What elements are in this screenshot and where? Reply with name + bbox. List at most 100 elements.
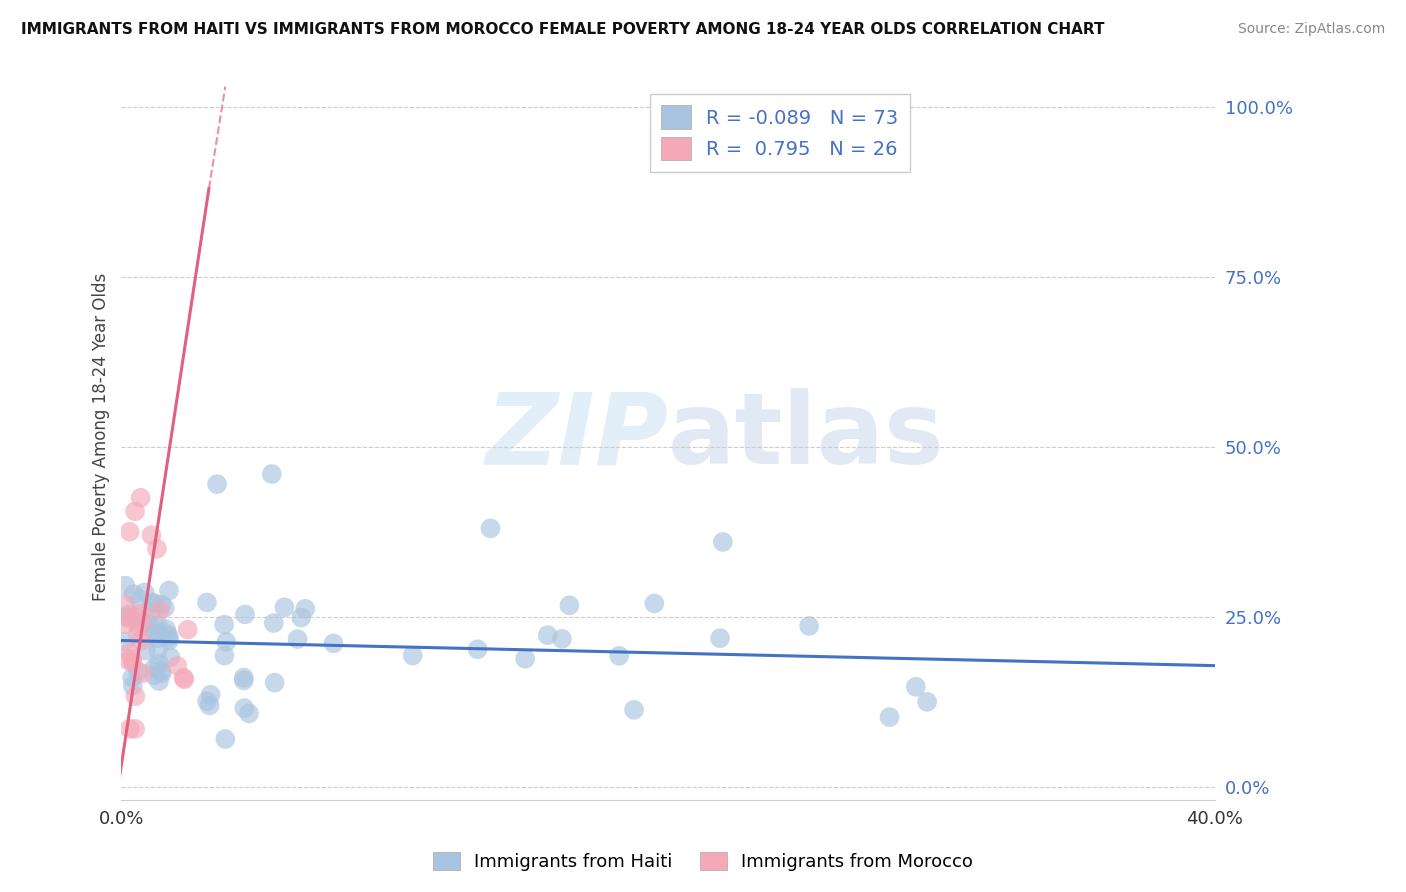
Point [146,632,169,646]
Point [558,599,581,613]
Point [233,701,256,715]
Point [141,595,163,609]
Point [128,592,150,607]
Point [131,666,153,681]
Point [141,528,163,542]
Point [157,630,180,644]
Point [127,665,149,679]
Point [124,689,146,703]
Point [114,609,136,624]
Point [114,634,136,648]
Point [260,467,283,481]
Point [232,671,254,685]
Point [195,595,218,609]
Point [263,675,285,690]
Point [643,597,665,611]
Point [273,600,295,615]
Point [263,615,285,630]
Point [515,652,537,666]
Point [135,643,157,657]
Point [134,585,156,599]
Point [238,706,260,721]
Point [121,652,143,666]
Point [124,610,146,624]
Point [127,627,149,641]
Point [129,491,152,505]
Point [153,600,176,615]
Point [118,607,141,622]
Point [118,611,141,625]
Point [904,680,927,694]
Point [537,628,560,642]
Point [118,646,141,660]
Point [146,541,169,556]
Point [157,633,180,648]
Point [148,657,170,671]
Point [150,666,173,681]
Point [143,668,166,682]
Point [145,623,167,637]
Point [121,656,143,670]
Point [290,610,312,624]
Point [402,648,425,663]
Point [148,673,170,688]
Point [143,626,166,640]
Point [146,642,169,657]
Point [214,732,236,747]
Point [143,661,166,675]
Point [139,605,162,619]
Point [143,596,166,610]
Text: IMMIGRANTS FROM HAITI VS IMMIGRANTS FROM MOROCCO FEMALE POVERTY AMONG 18-24 YEAR: IMMIGRANTS FROM HAITI VS IMMIGRANTS FROM… [21,22,1105,37]
Point [623,703,645,717]
Point [118,722,141,736]
Point [709,631,731,645]
Point [479,521,502,535]
Point [607,648,630,663]
Point [214,648,236,663]
Point [232,673,254,688]
Text: Source: ZipAtlas.com: Source: ZipAtlas.com [1237,22,1385,37]
Point [551,632,574,646]
Point [159,650,181,665]
Point [157,583,180,598]
Point [200,688,222,702]
Point [128,619,150,633]
Point [915,695,938,709]
Point [177,623,200,637]
Point [124,504,146,518]
Point [146,618,169,632]
Point [129,607,152,621]
Point [287,632,309,646]
Point [114,579,136,593]
Point [156,627,179,641]
Point [129,633,152,648]
Legend: Immigrants from Haiti, Immigrants from Morocco: Immigrants from Haiti, Immigrants from M… [426,845,980,879]
Point [711,535,734,549]
Point [117,653,139,667]
Point [294,601,316,615]
Point [122,587,145,601]
Point [322,636,344,650]
Point [879,710,901,724]
Point [215,635,238,649]
Legend: R = -0.089   N = 73, R =  0.795   N = 26: R = -0.089 N = 73, R = 0.795 N = 26 [650,94,910,172]
Text: atlas: atlas [668,388,945,485]
Y-axis label: Female Poverty Among 18-24 Year Olds: Female Poverty Among 18-24 Year Olds [93,272,110,600]
Point [212,617,235,632]
Point [173,673,195,687]
Point [136,615,159,630]
Point [124,722,146,736]
Point [121,679,143,693]
Point [149,664,172,678]
Text: ZIP: ZIP [485,388,668,485]
Point [150,598,173,612]
Point [205,477,228,491]
Point [114,597,136,611]
Point [118,524,141,539]
Point [467,642,489,657]
Point [198,698,221,713]
Point [149,603,172,617]
Point [166,658,188,673]
Point [114,617,136,632]
Point [797,619,820,633]
